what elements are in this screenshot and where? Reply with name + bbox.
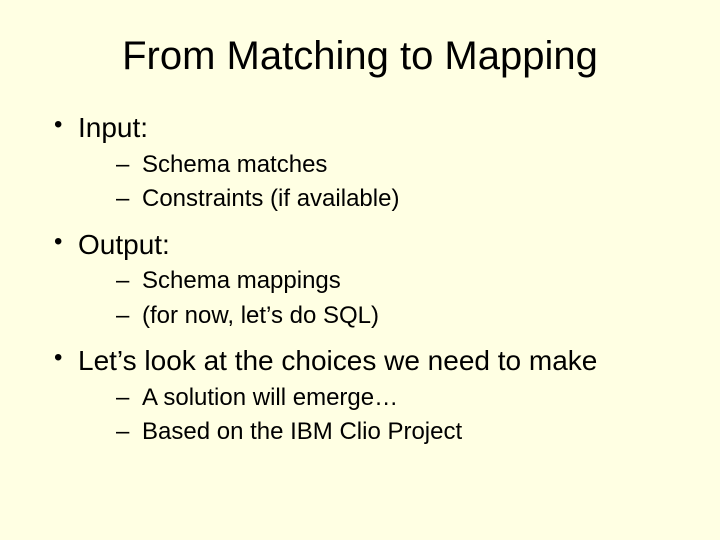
list-item-label: Output: [78,229,170,260]
sub-list-item: (for now, let’s do SQL) [78,300,672,332]
sub-list-item: Schema matches [78,149,672,181]
bullet-list: Input: Schema matches Constraints (if av… [48,109,672,449]
sub-list-item: Constraints (if available) [78,183,672,215]
list-item: Let’s look at the choices we need to mak… [48,342,672,449]
list-item-label: Input: [78,112,148,143]
sub-list: A solution will emerge… Based on the IBM… [78,382,672,449]
slide: From Matching to Mapping Input: Schema m… [0,0,720,540]
list-item: Output: Schema mappings (for now, let’s … [48,226,672,333]
slide-title: From Matching to Mapping [48,34,672,79]
sub-list-item: Based on the IBM Clio Project [78,416,672,448]
sub-list: Schema matches Constraints (if available… [78,149,672,216]
sub-list-item: Schema mappings [78,265,672,297]
list-item-label: Let’s look at the choices we need to mak… [78,345,597,376]
list-item: Input: Schema matches Constraints (if av… [48,109,672,216]
sub-list: Schema mappings (for now, let’s do SQL) [78,265,672,332]
sub-list-item: A solution will emerge… [78,382,672,414]
